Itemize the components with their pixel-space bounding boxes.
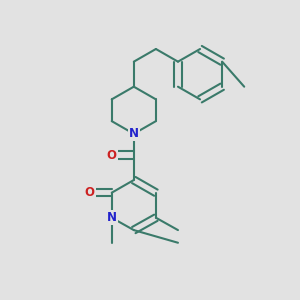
Text: O: O <box>85 186 94 199</box>
Text: N: N <box>107 211 117 224</box>
Text: O: O <box>107 148 117 161</box>
Text: N: N <box>129 127 139 140</box>
